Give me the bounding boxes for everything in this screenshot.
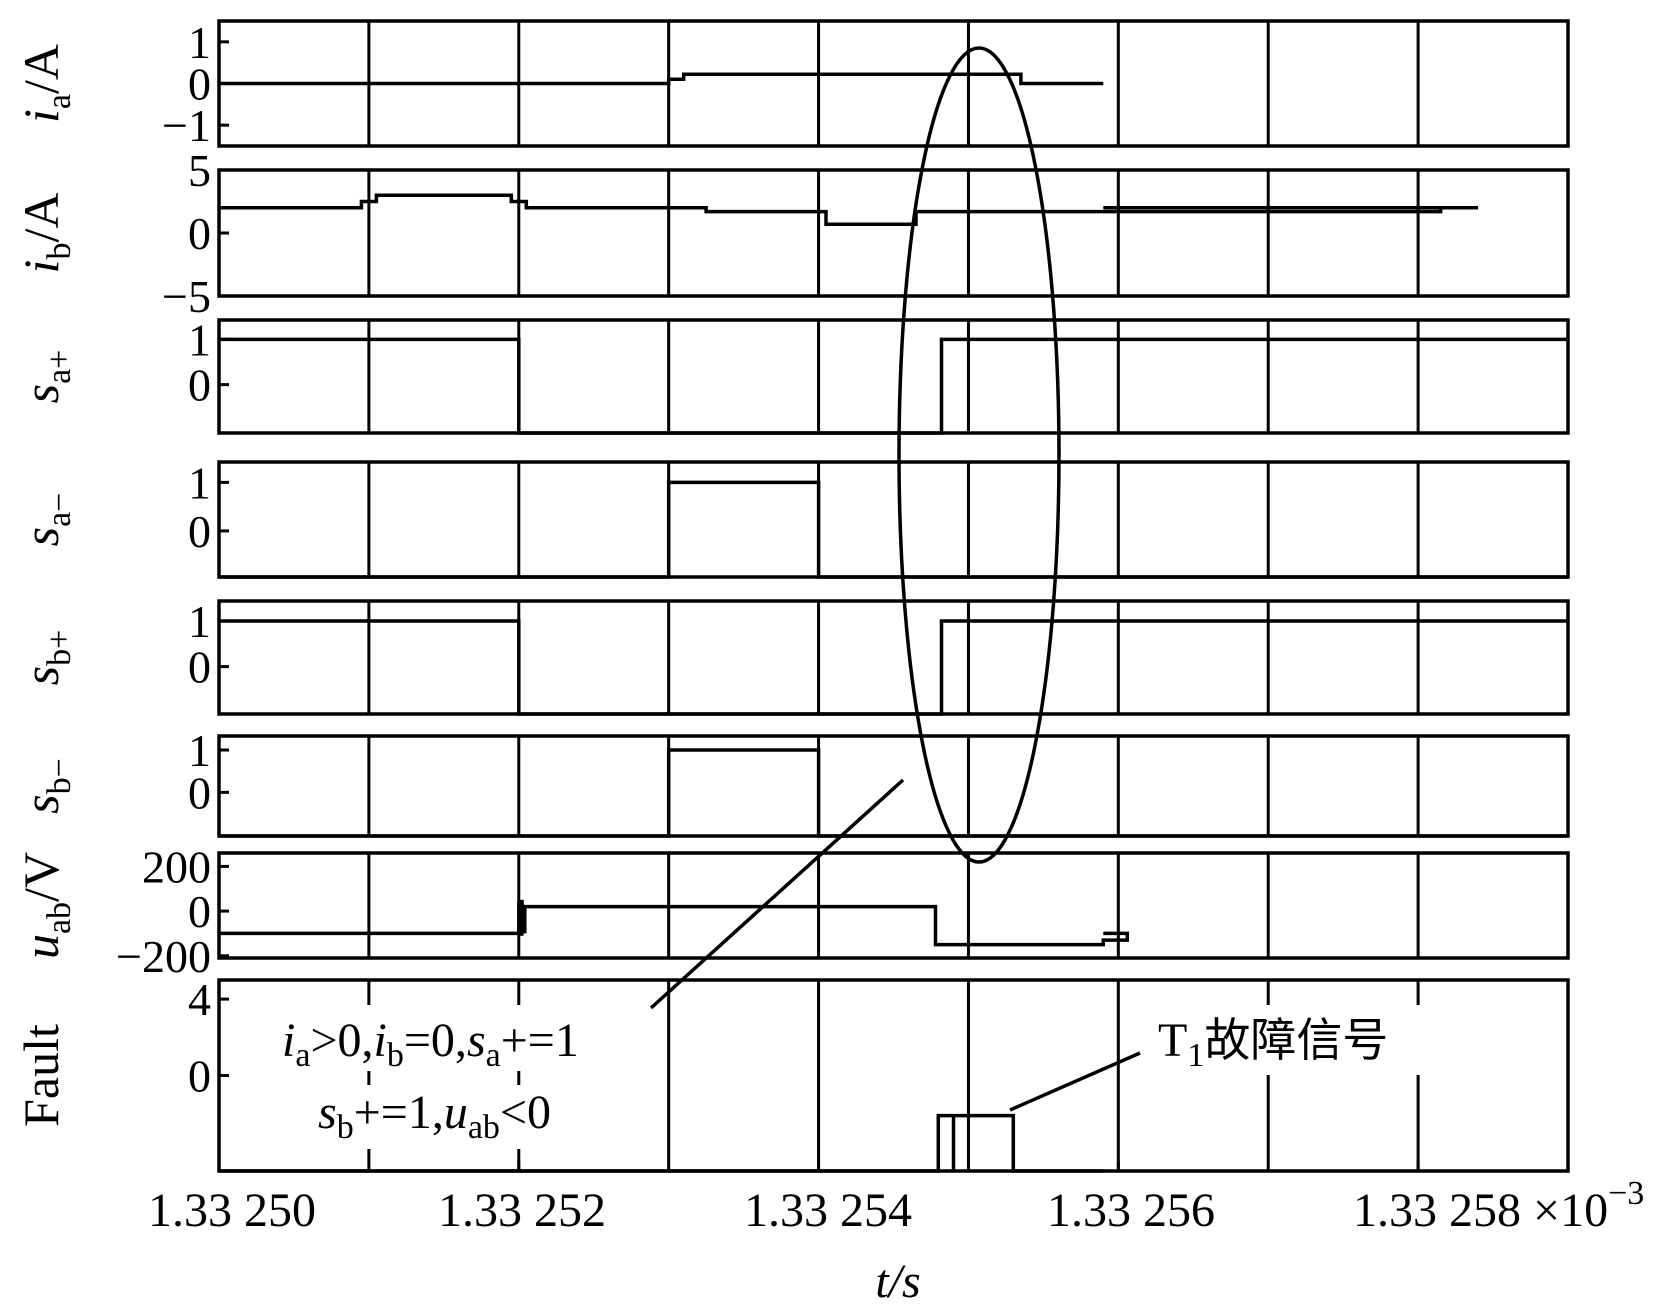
y-tick-label: −200 [116, 931, 211, 982]
fault-signal-annotation: T1故障信号 [1148, 1005, 1448, 1075]
x-tick-label: 1.33 254 [744, 1184, 912, 1237]
panel-frame [217, 734, 1570, 838]
y-tick-label: 0 [188, 642, 211, 693]
y-tick-label: 1 [188, 596, 211, 647]
y-axis-label: uab/V [13, 852, 78, 959]
panel-ib: 5 0 −5 ib/A [13, 145, 1570, 322]
fault-highlight-ellipse [897, 46, 1061, 864]
y-tick-label: 5 [188, 145, 211, 196]
x-tick-label: 1.33 252 [438, 1184, 606, 1237]
series-line [219, 337, 1568, 435]
y-tick-label: 1 [188, 314, 211, 365]
y-tick-label: −1 [162, 100, 211, 151]
panel-frame [217, 851, 1570, 960]
condition-leader-line [649, 778, 905, 1010]
x-tick-label: 1.33 258 [1353, 1184, 1521, 1237]
x-exponent: ×10−3 [1533, 1175, 1644, 1237]
y-tick-label: 0 [188, 886, 211, 937]
panel-frame [217, 599, 1570, 716]
panel-ia: 10−1 ia/A [13, 17, 1570, 151]
series-line [219, 480, 1568, 579]
y-axis-label: sa− [13, 493, 78, 547]
panels: 10−1ia/A50−5ib/A10sa+10sa−10sb+10sb−2000… [13, 17, 1570, 1173]
y-tick-label: 1 [188, 725, 211, 776]
y-axis-label: ia/A [13, 44, 78, 123]
y-axis-label: ib/A [13, 193, 78, 274]
y-tick-label: 1 [188, 457, 211, 508]
y-tick-label: −5 [162, 271, 211, 322]
y-axis-label: sa+ [13, 350, 78, 404]
x-tick-label: 1.33 256 [1047, 1184, 1215, 1237]
y-tick-label: 0 [188, 59, 211, 110]
panel-sbm: 10 sb− [13, 725, 1570, 838]
svg-text:T1故障信号: T1故障信号 [1158, 1013, 1388, 1074]
y-tick-label: 0 [188, 208, 211, 259]
y-tick-label: 4 [188, 974, 211, 1025]
panel-frame [217, 318, 1570, 435]
y-tick-label: 1 [188, 17, 211, 68]
series-line [219, 193, 1479, 226]
x-tick-label: 1.33 250 [148, 1184, 316, 1237]
y-axis-label: sb− [13, 758, 78, 814]
y-tick-label: 0 [188, 360, 211, 411]
y-tick-label: 0 [188, 1051, 211, 1102]
x-axis-label: t/s [875, 1255, 920, 1308]
series-line [219, 899, 1130, 947]
series-line [219, 748, 1568, 838]
series-line [219, 619, 1568, 716]
x-axis: 1.33 250 1.33 252 1.33 254 1.33 256 1.33… [148, 1175, 1644, 1308]
svg-text:sb+=1,uab<0: sb+=1,uab<0 [318, 1086, 551, 1146]
svg-text:ia>0,ib=0,sa+=1: ia>0,ib=0,sa+=1 [282, 1014, 579, 1074]
series-line [219, 72, 1104, 86]
fault-signal-leader-line [1009, 1051, 1141, 1112]
panel-frame [217, 168, 1570, 298]
y-tick-label: 0 [188, 506, 211, 557]
panel-sbp: 10 sb+ [13, 596, 1570, 716]
y-axis-label: Fault [13, 1024, 69, 1127]
y-tick-label: 0 [188, 767, 211, 818]
panel-frame [217, 460, 1570, 579]
condition-annotation: ia>0,ib=0,sa+=1 sb+=1,uab<0 [268, 1005, 644, 1149]
panel-sam: 10 sa− [13, 457, 1570, 579]
panel-sap: 10 sa+ [13, 314, 1570, 435]
y-tick-label: 200 [142, 841, 211, 892]
y-axis-label: sb+ [13, 630, 78, 686]
